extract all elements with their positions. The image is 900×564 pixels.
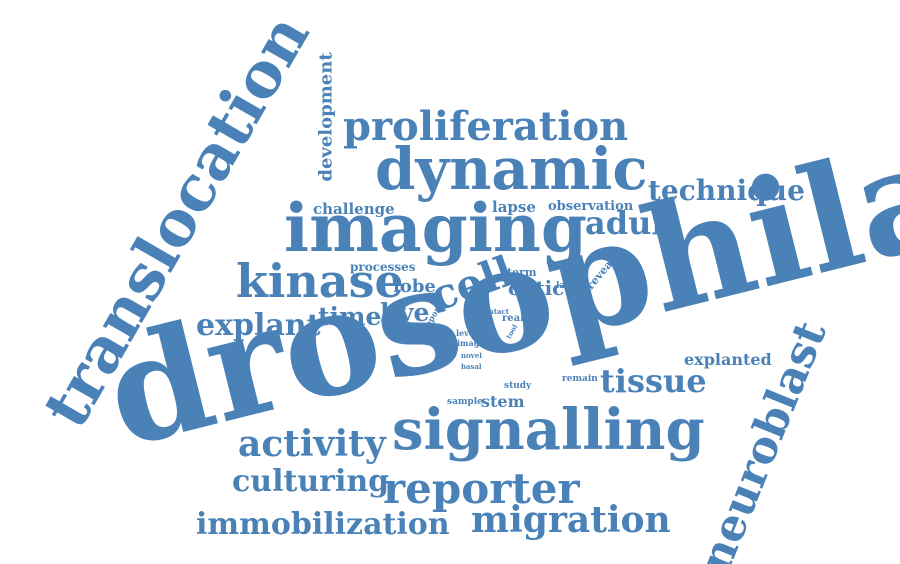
word-technique: technique — [648, 174, 805, 207]
word-culturing: culturing — [232, 464, 390, 499]
word-lapse: lapse — [492, 198, 536, 216]
word-image: image — [457, 338, 485, 348]
word-optic: optic — [508, 276, 565, 300]
word-lamina: lamina — [556, 281, 591, 291]
word-study: study — [504, 381, 532, 391]
word-tissue: tissue — [600, 362, 707, 400]
word-proliferation: proliferation — [343, 103, 629, 150]
word-sample: sample — [447, 397, 483, 407]
word-level: level — [456, 328, 477, 338]
word-live: live — [380, 298, 430, 327]
word-processes: processes — [350, 260, 416, 274]
word-activity: activity — [238, 423, 386, 465]
word-challenge: challenge — [313, 200, 395, 218]
word-basal: basal — [461, 362, 482, 371]
word-time: time — [318, 302, 382, 331]
word-reporter: reporter — [383, 464, 580, 513]
word-remain: remain — [562, 374, 598, 384]
word-migration: migration — [471, 499, 671, 541]
word-signalling: signalling — [392, 397, 705, 463]
word-adult: adult — [585, 204, 679, 242]
word-development: development — [315, 52, 337, 182]
word-intact: intact — [486, 307, 510, 316]
word-lobe: lobe — [393, 276, 436, 297]
word-stem: stem — [481, 392, 525, 411]
word-explant: explant — [196, 308, 321, 343]
word-immobilization: immobilization — [196, 507, 450, 542]
word-real: real — [502, 313, 524, 324]
word-imaging: imaging — [284, 189, 588, 267]
word-kinase: kinase — [236, 254, 404, 308]
word-dynamic: dynamic — [375, 135, 648, 203]
word-observation: observation — [548, 199, 634, 214]
word-novel: novel — [461, 351, 482, 360]
word-explanted: explanted — [684, 350, 772, 369]
word-term: term — [507, 266, 537, 279]
